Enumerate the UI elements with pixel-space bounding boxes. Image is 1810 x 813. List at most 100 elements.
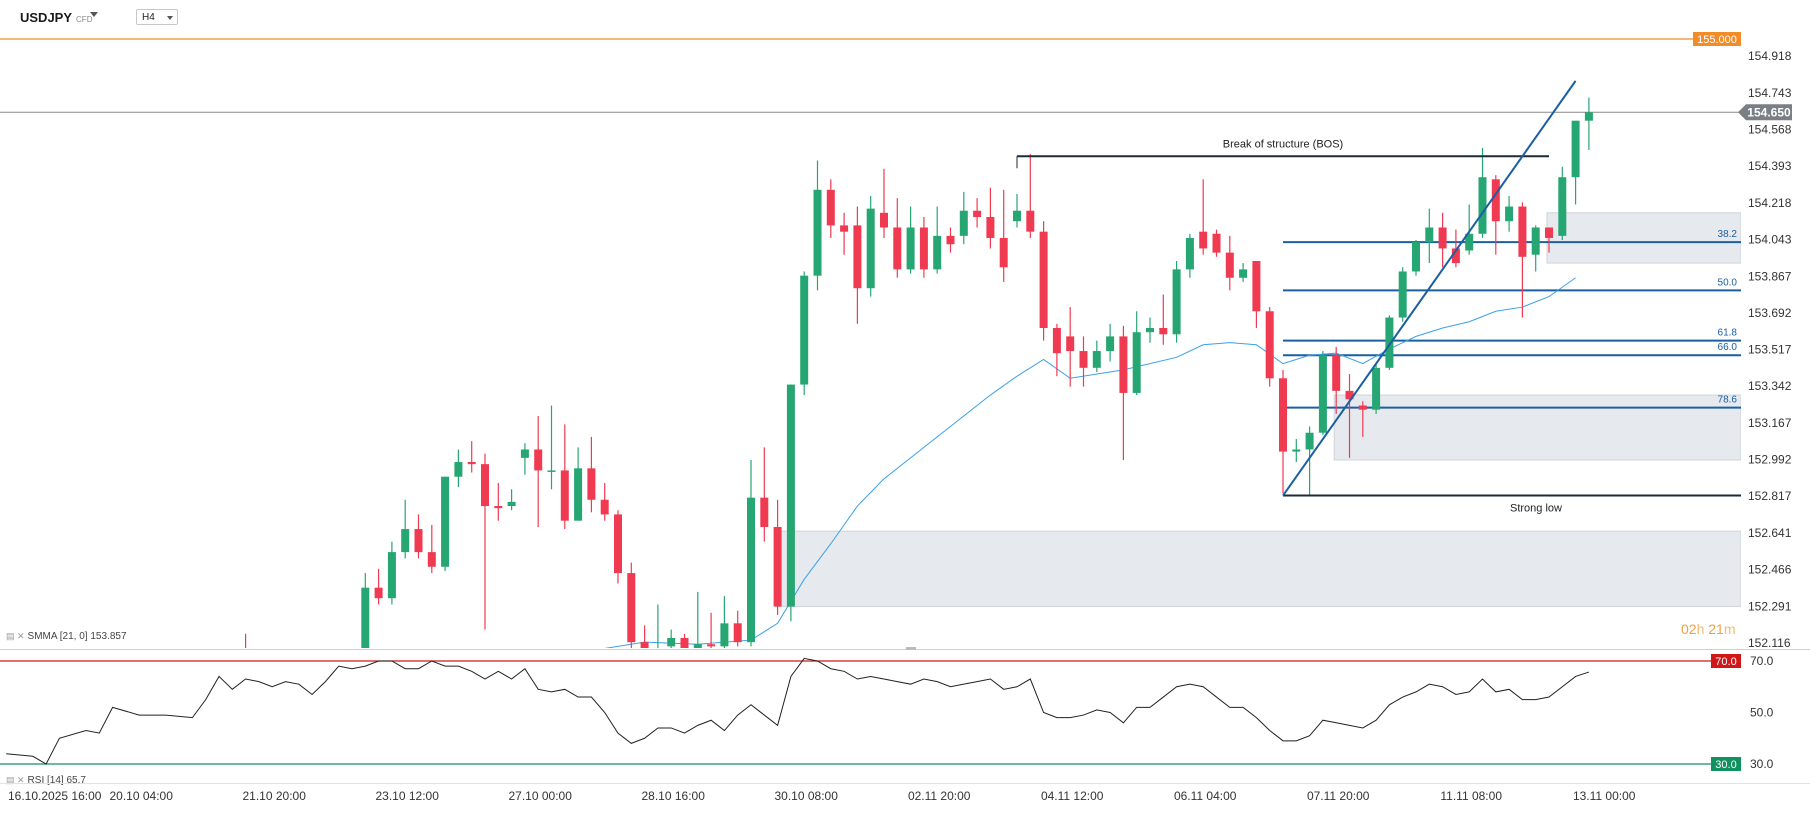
candlestick <box>494 482 503 521</box>
candlestick <box>680 633 689 648</box>
candlestick <box>893 198 902 278</box>
candle-body <box>986 217 995 238</box>
candlestick <box>520 443 529 475</box>
fib-level-label: 38.2 <box>1718 229 1738 240</box>
candle-body <box>1119 336 1128 393</box>
symbol-name: USDJPY <box>20 10 73 25</box>
time-axis-tick: 04.11 12:00 <box>1041 789 1104 803</box>
candle-body <box>826 189 835 226</box>
time-axis-tick: 20.10 04:00 <box>109 789 173 803</box>
candle-body <box>906 227 915 270</box>
candle-body <box>1465 233 1474 251</box>
fib-level-label: 66.0 <box>1718 342 1738 353</box>
price-axis-tick: 154.043 <box>1748 232 1792 246</box>
candle-body <box>587 468 596 500</box>
candle-body <box>1345 390 1354 400</box>
candle-body <box>959 210 968 236</box>
time-axis-tick: 06.11 04:00 <box>1174 789 1237 803</box>
candlestick <box>733 610 742 647</box>
candlestick <box>534 415 543 527</box>
candlestick <box>454 449 463 488</box>
candlestick <box>1013 193 1021 228</box>
candle-body <box>1318 355 1327 433</box>
candle-body <box>693 644 702 648</box>
strong-low-label: Strong low <box>1510 503 1562 515</box>
candle-body <box>1265 311 1274 379</box>
candlestick <box>973 198 982 228</box>
time-axis-tick: 07.11 20:00 <box>1307 789 1370 803</box>
price-axis-tick: 154.743 <box>1748 86 1792 100</box>
candlestick <box>1425 208 1434 264</box>
candle-body <box>1398 271 1407 318</box>
candlestick <box>1478 147 1487 238</box>
price-axis-tick: 153.517 <box>1748 343 1792 357</box>
candle-body <box>1545 227 1553 238</box>
candle-body <box>574 468 583 521</box>
candle-body <box>853 225 862 289</box>
candle-body <box>1292 449 1301 452</box>
candlestick <box>1066 307 1075 387</box>
candle-body <box>1039 231 1048 329</box>
candle-body <box>1106 336 1115 352</box>
candle-body <box>813 189 822 276</box>
candlestick <box>1385 315 1394 370</box>
candle-body <box>1172 269 1181 335</box>
candlestick <box>600 482 609 521</box>
candle-body <box>1332 355 1341 391</box>
supply-zone-upper <box>1546 212 1741 264</box>
price-axis-tick: 152.992 <box>1748 453 1792 467</box>
candlestick <box>1225 235 1234 291</box>
candle-body <box>1372 367 1381 410</box>
candlestick <box>986 187 995 249</box>
candlestick <box>773 499 782 615</box>
time-axis-tick: 02.11 20:00 <box>908 789 971 803</box>
candle-body <box>441 476 450 567</box>
candle-body <box>1305 432 1314 450</box>
candle-body <box>242 655 250 663</box>
candlestick <box>747 459 755 647</box>
symbol-dropdown-chevron-icon[interactable] <box>90 12 98 17</box>
candle-body <box>933 235 942 270</box>
candlestick <box>1092 340 1101 372</box>
candlestick <box>826 179 835 238</box>
candle-body <box>800 275 809 385</box>
candlestick <box>441 476 450 571</box>
indicator-settings-icon[interactable]: ▤ ✕ <box>6 631 25 641</box>
candlestick <box>1265 307 1274 387</box>
instrument-type-badge: CFD <box>76 15 93 24</box>
time-axis-tick: 27.10 00:00 <box>508 789 572 803</box>
candlestick <box>1491 175 1500 255</box>
smma-indicator-label[interactable]: ▤ ✕ SMMA [21, 0] 153.857 <box>6 631 127 642</box>
candlestick <box>242 633 250 663</box>
candle-body <box>773 526 782 607</box>
price-axis-tick: 153.167 <box>1748 416 1792 430</box>
rsi-indicator-label[interactable]: ▤ ✕ RSI [14] 65.7 <box>6 775 86 786</box>
candle-body <box>1571 120 1580 178</box>
candle-body <box>1451 248 1460 264</box>
candle-body <box>614 514 622 574</box>
price-axis-tick: 152.641 <box>1748 526 1792 540</box>
candle-body <box>667 637 676 647</box>
symbol-selector[interactable]: USDJPY CFD <box>20 10 92 25</box>
price-axis-tick: 153.867 <box>1748 269 1792 283</box>
rsi-30-tag-label: 30.0 <box>1715 759 1736 771</box>
pane-resize-handle <box>906 647 916 650</box>
candlestick <box>1412 240 1420 276</box>
rsi-pane <box>0 657 1741 765</box>
candle-body <box>840 225 849 232</box>
candle-body <box>1584 112 1593 121</box>
candle-body <box>1212 233 1221 253</box>
candle-body <box>467 462 476 465</box>
candle-body <box>494 506 503 509</box>
timeframe-select[interactable]: H4 <box>136 9 178 25</box>
indicator-settings-icon[interactable]: ▤ ✕ <box>6 775 25 785</box>
candlestick <box>866 196 875 297</box>
time-axis-tick: 16.10.2025 16:00 <box>8 789 102 803</box>
candlestick <box>1106 323 1115 362</box>
candle-body <box>1252 260 1261 312</box>
candlestick <box>1212 229 1221 257</box>
candle-body <box>893 227 902 270</box>
current-price-label: 154.650 <box>1747 105 1791 119</box>
candlestick <box>1252 260 1261 329</box>
